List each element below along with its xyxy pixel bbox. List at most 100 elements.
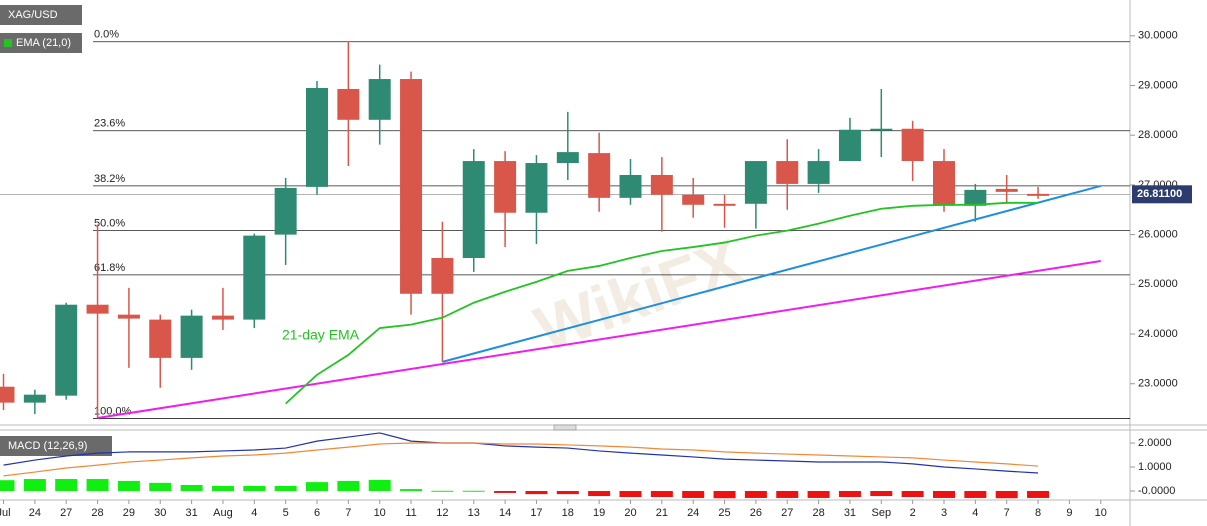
fib-label: 38.2% (94, 173, 125, 185)
histogram-bar (211, 485, 234, 492)
x-tick-label: 8 (1035, 507, 1041, 519)
fib-label: 61.8% (94, 262, 125, 274)
fib-label: 50.0% (94, 218, 125, 230)
x-tick-label: 28 (812, 507, 824, 519)
x-tick-label: 13 (468, 507, 480, 519)
candle-body (306, 87, 328, 187)
candle-body (243, 235, 266, 320)
y-tick-label: 26.0000 (1138, 229, 1178, 241)
histogram-bar (619, 491, 642, 498)
x-tick-label: 12 (436, 507, 448, 519)
candle-body (211, 315, 234, 320)
trendline (97, 259, 1101, 420)
x-tick-label: 5 (283, 507, 289, 519)
histogram-bar (180, 485, 203, 492)
x-tick-label: 26 (750, 507, 762, 519)
x-tick-label: 4 (972, 507, 978, 519)
candle-body (149, 319, 172, 358)
y-tick-label: 23.0000 (1138, 378, 1178, 390)
histogram-bar (807, 491, 830, 498)
histogram-bar (588, 491, 611, 497)
x-tick-label: 27 (60, 507, 72, 519)
y-tick-label: 1.0000 (1138, 461, 1172, 473)
legend-label: XAG/USD (8, 9, 58, 21)
x-tick-label: 7 (345, 507, 351, 519)
candle-body (400, 79, 423, 294)
macd-line (3, 432, 1039, 474)
histogram-bar (86, 479, 109, 492)
histogram-bar (776, 491, 799, 498)
x-tick-label: 28 (91, 507, 103, 519)
candle-body (525, 163, 548, 213)
candle-body (556, 152, 579, 164)
candle-body (368, 79, 391, 120)
candle-body (180, 315, 203, 358)
histogram-bar (964, 491, 987, 498)
candle-body (901, 128, 924, 162)
x-tick-label: 25 (718, 507, 730, 519)
y-tick-label: 25.0000 (1138, 278, 1178, 290)
candle-body (337, 88, 360, 120)
candle-body (619, 174, 642, 198)
histogram-bar (274, 485, 297, 492)
histogram-bar (55, 479, 78, 492)
x-tick-label: 19 (593, 507, 605, 519)
candle-body (86, 304, 109, 314)
histogram-bar (556, 491, 579, 495)
trendline (442, 184, 1102, 363)
histogram-bar (337, 480, 360, 492)
candle-body (964, 189, 987, 206)
histogram-bar (995, 491, 1018, 499)
x-tick-label: 24 (687, 507, 699, 519)
candle-body (838, 129, 861, 162)
legend-box[interactable] (0, 5, 82, 25)
x-tick-label: 29 (123, 507, 135, 519)
x-tick-label: 21 (656, 507, 668, 519)
y-tick-label: 29.0000 (1138, 79, 1178, 91)
candle-body (682, 194, 705, 205)
x-tick-label: 18 (562, 507, 574, 519)
fib-label: 0.0% (94, 29, 119, 41)
candle-body (776, 161, 799, 184)
y-tick-label: 2.0000 (1138, 437, 1172, 449)
x-tick-label: Sep (872, 507, 892, 519)
x-tick-label: 6 (314, 507, 320, 519)
candle-body (462, 161, 485, 258)
candle-body (807, 161, 830, 184)
histogram-bar (525, 491, 548, 495)
candle-body (933, 161, 955, 206)
y-tick-label: 30.0000 (1138, 30, 1178, 42)
histogram-bar (933, 491, 955, 498)
histogram-bar (838, 491, 861, 498)
legend-box[interactable] (0, 33, 82, 53)
histogram-bar (870, 491, 893, 497)
legend-swatch (4, 39, 12, 47)
candle-body (995, 188, 1018, 192)
x-tick-label: Jul (0, 507, 11, 519)
x-tick-label: Aug (213, 507, 233, 519)
candle-body (744, 161, 767, 204)
last-price-box (1132, 185, 1192, 204)
y-tick-label: 24.0000 (1138, 328, 1178, 340)
histogram-bar (462, 490, 485, 492)
legend-box[interactable] (0, 436, 112, 456)
histogram-bar (23, 479, 46, 492)
x-tick-label: 14 (499, 507, 511, 519)
x-tick-label: 10 (374, 507, 386, 519)
histogram-bar (1027, 491, 1050, 498)
candle-body (713, 203, 736, 206)
histogram-bar (117, 480, 140, 492)
candle-body (274, 187, 297, 235)
histogram-bar (713, 491, 736, 499)
fib-label: 23.6% (94, 118, 125, 130)
x-tick-label: 3 (941, 507, 947, 519)
x-tick-label: 17 (530, 507, 542, 519)
pane-splitter[interactable] (553, 424, 577, 431)
x-tick-label: 27 (781, 507, 793, 519)
candle-body (494, 161, 517, 213)
x-tick-label: 4 (251, 507, 257, 519)
candle-body (117, 314, 140, 319)
histogram-bar (650, 491, 673, 498)
